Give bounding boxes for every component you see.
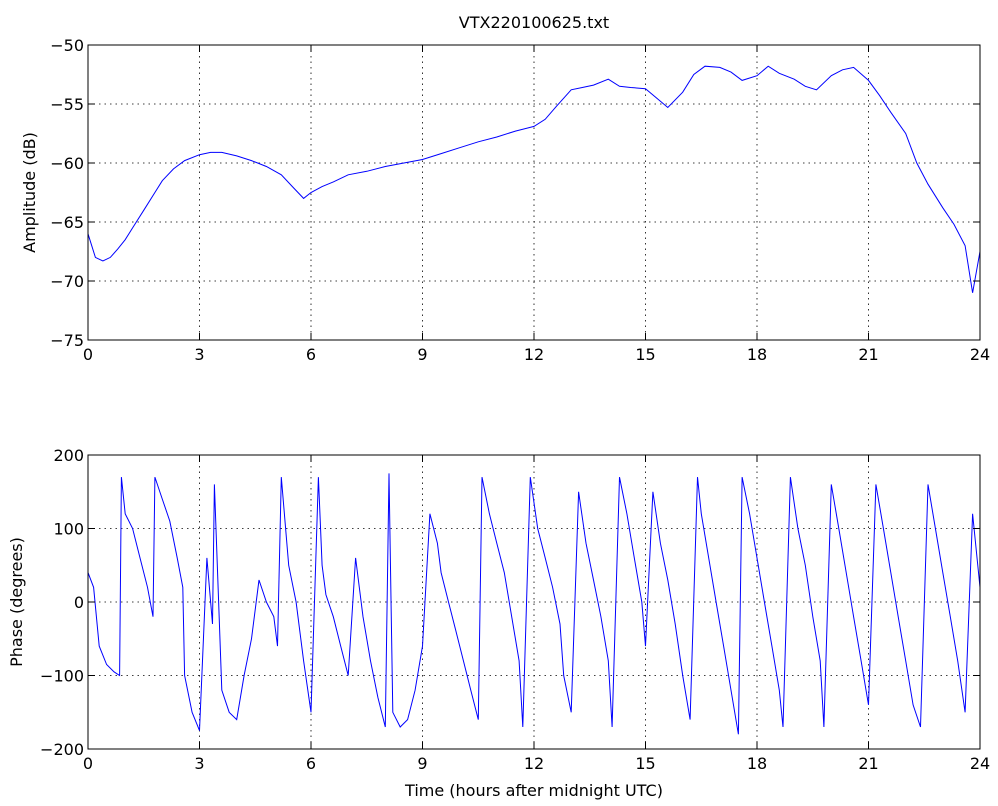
amplitude-x-tick-label: 12 <box>524 345 544 364</box>
amplitude-x-tick-label: 15 <box>635 345 655 364</box>
phase-x-tick-label: 18 <box>747 754 767 773</box>
amplitude-x-tick-label: 18 <box>747 345 767 364</box>
phase-x-tick-label: 15 <box>635 754 655 773</box>
amplitude-x-tick-label: 9 <box>417 345 427 364</box>
phase-x-tick-label: 0 <box>83 754 93 773</box>
phase-x-tick-label: 3 <box>194 754 204 773</box>
phase-x-tick-label: 12 <box>524 754 544 773</box>
amplitude-x-tick-label: 6 <box>306 345 316 364</box>
amplitude-x-tick-label: 3 <box>194 345 204 364</box>
phase-x-tick-label: 21 <box>858 754 878 773</box>
amplitude-y-tick-label: −50 <box>50 36 84 55</box>
amplitude-grid <box>88 45 980 340</box>
phase-y-tick-label: −200 <box>40 740 84 759</box>
amplitude-x-tick-label: 21 <box>858 345 878 364</box>
amplitude-y-tick-label: −60 <box>50 154 84 173</box>
phase-y-tick-label: 100 <box>53 520 84 539</box>
phase-grid <box>88 455 980 749</box>
amplitude-y-tick-label: −55 <box>50 95 84 114</box>
amplitude-x-tick-label: 0 <box>83 345 93 364</box>
phase-y-tick-label: 0 <box>74 593 84 612</box>
amplitude-y-tick-label: −75 <box>50 331 84 350</box>
amplitude-y-tick-label: −65 <box>50 213 84 232</box>
amplitude-ticks: 0 3 6 9 12 15 18 21 24 −75 −70 −65 −60 −55 −50 <box>50 36 990 364</box>
amplitude-x-tick-label: 24 <box>970 345 990 364</box>
amplitude-series-line <box>87 65 981 293</box>
phase-x-tick-label: 9 <box>417 754 427 773</box>
phase-ticks: 0 3 6 9 12 15 18 21 24 −200 −100 0 100 200 <box>40 446 990 773</box>
phase-y-axis-label: Phase (degrees) <box>7 537 26 667</box>
amplitude-chart: VTX220100625.txt 0 3 6 9 12 15 18 21 24 −75 −70 −65… <box>20 13 990 364</box>
amplitude-y-axis-label: Amplitude (dB) <box>20 132 39 253</box>
phase-y-tick-label: −100 <box>40 667 84 686</box>
amplitude-chart-title: VTX220100625.txt <box>459 13 609 32</box>
phase-series-line <box>87 473 981 735</box>
phase-x-tick-label: 6 <box>306 754 316 773</box>
phase-x-axis-label: Time (hours after midnight UTC) <box>404 781 663 800</box>
phase-x-tick-label: 24 <box>970 754 990 773</box>
phase-y-tick-label: 200 <box>53 446 84 465</box>
amplitude-y-tick-label: −70 <box>50 272 84 291</box>
phase-chart: 0 3 6 9 12 15 18 21 24 −200 −100 0 100 200 Phase (deg… <box>7 446 990 800</box>
